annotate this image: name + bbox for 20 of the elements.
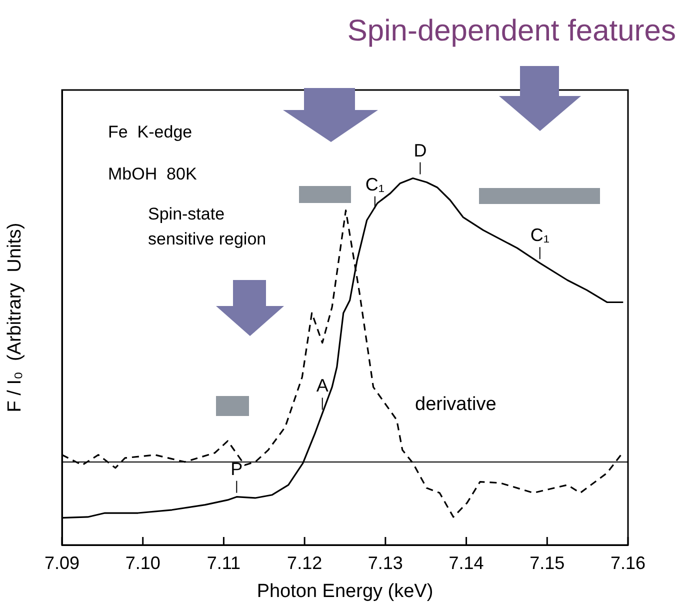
chart-title: Spin-dependent features xyxy=(347,14,676,48)
annotation: D xyxy=(414,140,427,160)
x-tick-label: 7.12 xyxy=(287,552,322,573)
annotation: A xyxy=(316,376,328,396)
x-tick-label: 7.10 xyxy=(125,552,160,573)
x-tick-label: 7.15 xyxy=(530,552,565,573)
x-tick-label: 7.16 xyxy=(610,552,646,573)
x-tick-label: 7.14 xyxy=(448,552,484,573)
series-label: derivative xyxy=(415,394,496,416)
x-tick-label: 7.09 xyxy=(44,552,80,573)
x-tick-label: 7.13 xyxy=(368,552,403,573)
annotation: C₁ xyxy=(530,225,550,246)
annotation: C₁ xyxy=(365,174,384,194)
x-axis-title: Photon Energy (keV) xyxy=(256,580,434,602)
text: Fe K-edge xyxy=(108,122,192,142)
y-axis-title: F / I₀ (Arbitrary Units) xyxy=(4,222,26,412)
annotation: P xyxy=(230,458,243,479)
x-tick-label: 7.11 xyxy=(206,552,241,573)
annotation: MbOH 80K xyxy=(108,164,198,184)
annotation: Spin-state sensitive region xyxy=(148,204,266,249)
